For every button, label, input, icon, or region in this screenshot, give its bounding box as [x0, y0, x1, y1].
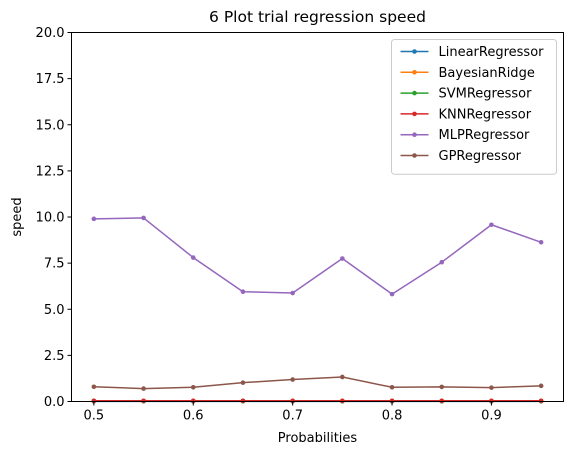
- y-axis-label: speed: [10, 197, 25, 236]
- data-point: [141, 398, 146, 404]
- data-point: [240, 380, 246, 385]
- legend-label: BayesianRidge: [439, 66, 535, 81]
- legend-swatch-marker: [412, 111, 417, 117]
- data-point: [340, 256, 345, 261]
- legend-label: SVMRegressor: [439, 87, 533, 102]
- chart-title: 6 Plot trial regression speed: [209, 8, 426, 26]
- x-tick-label: 0.5: [84, 409, 105, 424]
- x-tick-label: 0.8: [382, 409, 403, 424]
- data-point: [190, 384, 196, 390]
- legend-item: BayesianRidge: [400, 66, 535, 81]
- data-point: [240, 289, 246, 295]
- legend-swatch-marker: [412, 132, 417, 137]
- legend-swatch-marker: [412, 49, 417, 54]
- data-point: [538, 239, 544, 245]
- legend-label: GPRegressor: [439, 149, 522, 164]
- data-point: [439, 259, 445, 265]
- legend-item: GPRegressor: [400, 149, 522, 164]
- legend-label: KNNRegressor: [439, 107, 532, 122]
- legend-item: LinearRegressor: [400, 45, 545, 60]
- data-point: [389, 384, 395, 390]
- series-GPRegressor: [91, 374, 544, 391]
- y-tick-label: 10.0: [36, 211, 65, 226]
- data-point: [439, 398, 445, 404]
- data-point: [439, 384, 445, 390]
- series-line: [93, 217, 542, 295]
- y-tick-label: 20.0: [36, 26, 65, 41]
- data-point: [389, 291, 395, 297]
- y-tick-label: 12.5: [36, 164, 65, 179]
- data-point: [489, 222, 494, 228]
- data-point: [141, 386, 146, 391]
- x-axis: 0.5 0.6 0.7 0.8 0.9: [84, 401, 502, 424]
- legend-item: KNNRegressor: [400, 107, 532, 122]
- series-MLPRegressor: [91, 215, 544, 297]
- legend-item: MLPRegressor: [400, 128, 531, 143]
- y-tick-label: 5.0: [44, 303, 65, 318]
- data-point: [489, 385, 494, 390]
- y-axis: 0.0 2.5 5.0 7.5 10.0 12.5 15.0 17.5 20.0: [36, 26, 72, 410]
- data-point: [91, 384, 97, 390]
- y-tick-label: 7.5: [44, 257, 65, 272]
- data-point: [240, 398, 246, 404]
- data-point: [91, 216, 97, 222]
- x-tick-label: 0.7: [282, 409, 303, 424]
- legend-swatch-marker: [412, 70, 417, 75]
- x-axis-label: Probabilities: [278, 431, 358, 446]
- legend-label: MLPRegressor: [439, 128, 531, 143]
- data-point: [538, 383, 544, 389]
- x-tick-label: 0.6: [183, 409, 204, 424]
- data-point: [340, 398, 345, 404]
- data-point: [141, 215, 146, 221]
- data-point: [340, 374, 345, 380]
- data-point: [290, 290, 295, 296]
- legend-box: [391, 39, 557, 175]
- y-tick-label: 17.5: [36, 72, 65, 87]
- y-tick-label: 15.0: [36, 118, 65, 133]
- legend-label: LinearRegressor: [439, 45, 545, 60]
- data-point: [190, 255, 196, 260]
- series-line: [93, 376, 542, 390]
- y-tick-label: 0.0: [44, 395, 65, 410]
- data-point: [538, 398, 544, 404]
- data-point: [290, 377, 295, 382]
- legend-swatch-marker: [412, 153, 417, 158]
- legend-swatch-marker: [412, 90, 417, 96]
- x-tick-label: 0.9: [481, 409, 502, 424]
- y-tick-label: 2.5: [44, 349, 65, 364]
- legend: LinearRegressor BayesianRidge SVMRegressor…: [391, 39, 557, 175]
- legend-item: SVMRegressor: [400, 87, 533, 102]
